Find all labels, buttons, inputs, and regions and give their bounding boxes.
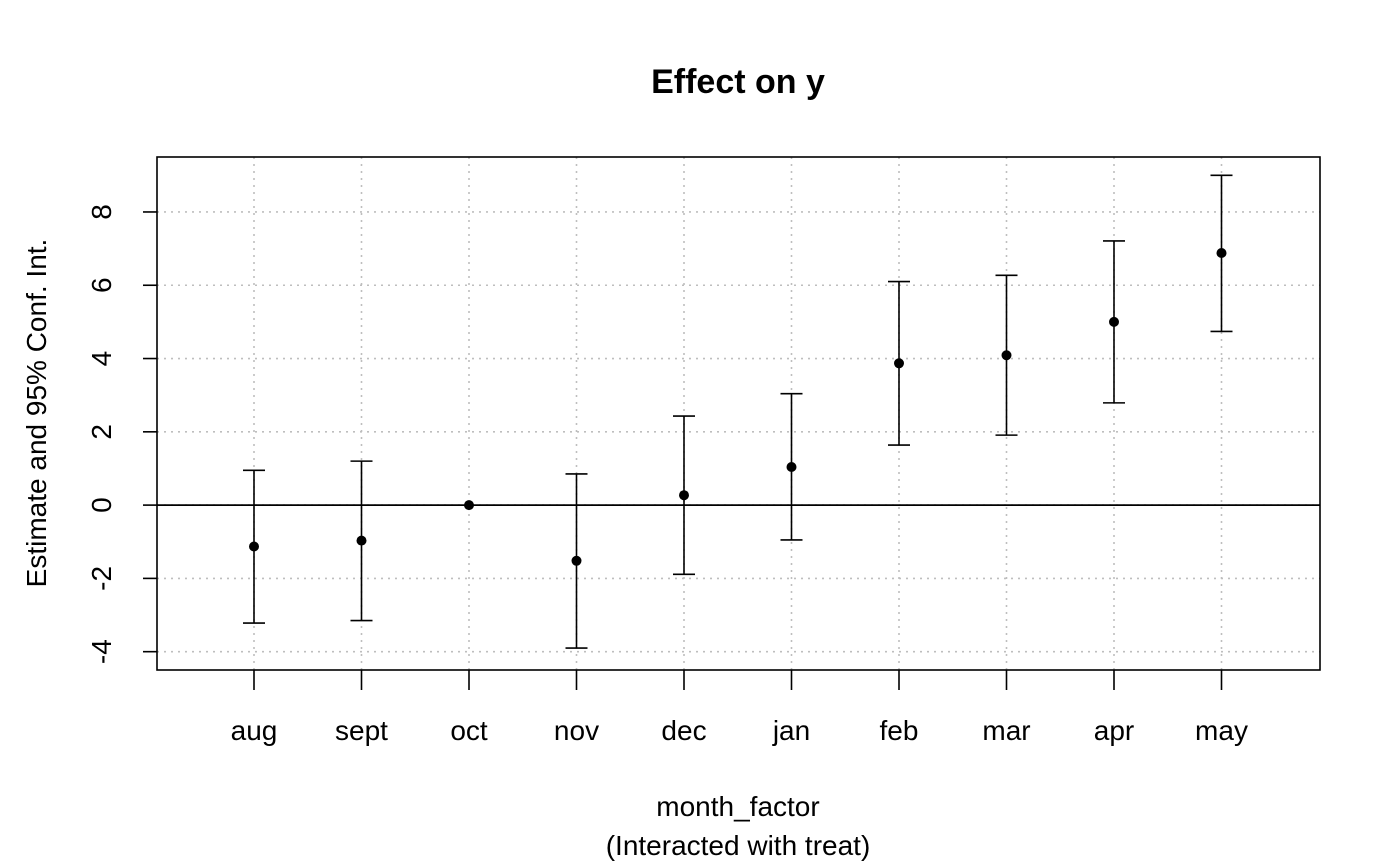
estimate-point bbox=[571, 555, 582, 566]
y-tick-label: 2 bbox=[86, 424, 117, 440]
estimate-point bbox=[356, 535, 367, 546]
y-tick-label: 8 bbox=[86, 204, 117, 220]
estimate-point bbox=[464, 500, 474, 511]
y-axis: -4 -2 0 2 4 6 8 bbox=[86, 204, 157, 664]
x-tick-label: may bbox=[1195, 715, 1248, 746]
x-axis: aug sept oct nov dec jan feb mar apr may bbox=[231, 670, 1248, 746]
estimate-point bbox=[679, 490, 689, 501]
y-tick-label: 6 bbox=[86, 277, 117, 293]
estimate-point bbox=[894, 358, 904, 369]
estimate-point bbox=[1001, 350, 1012, 361]
estimate-point bbox=[786, 461, 797, 472]
x-axis-sublabel: (Interacted with treat) bbox=[606, 830, 871, 861]
error-bars bbox=[243, 174, 1233, 649]
x-tick-label: mar bbox=[982, 715, 1030, 746]
y-tick-label: -4 bbox=[86, 639, 117, 664]
estimate-point bbox=[249, 541, 259, 552]
x-axis-label: month_factor bbox=[656, 791, 819, 822]
estimate-point bbox=[1216, 248, 1227, 259]
x-tick-label: jan bbox=[772, 715, 810, 746]
chart-title: Effect on y bbox=[651, 63, 825, 101]
y-tick-label: 0 bbox=[86, 497, 117, 513]
y-tick-label: -2 bbox=[86, 566, 117, 591]
y-axis-label: Estimate and 95% Conf. Int. bbox=[21, 239, 52, 588]
x-tick-label: oct bbox=[450, 715, 488, 746]
x-tick-label: apr bbox=[1094, 715, 1134, 746]
estimate-points bbox=[249, 248, 1227, 566]
y-tick-label: 4 bbox=[86, 351, 117, 367]
x-tick-label: nov bbox=[554, 715, 599, 746]
plot-frame bbox=[156, 156, 1321, 671]
grid bbox=[157, 157, 1320, 670]
x-tick-label: feb bbox=[880, 715, 919, 746]
x-tick-label: dec bbox=[661, 715, 706, 746]
x-tick-label: sept bbox=[335, 715, 388, 746]
estimate-point bbox=[1109, 316, 1119, 327]
x-tick-label: aug bbox=[231, 715, 278, 746]
